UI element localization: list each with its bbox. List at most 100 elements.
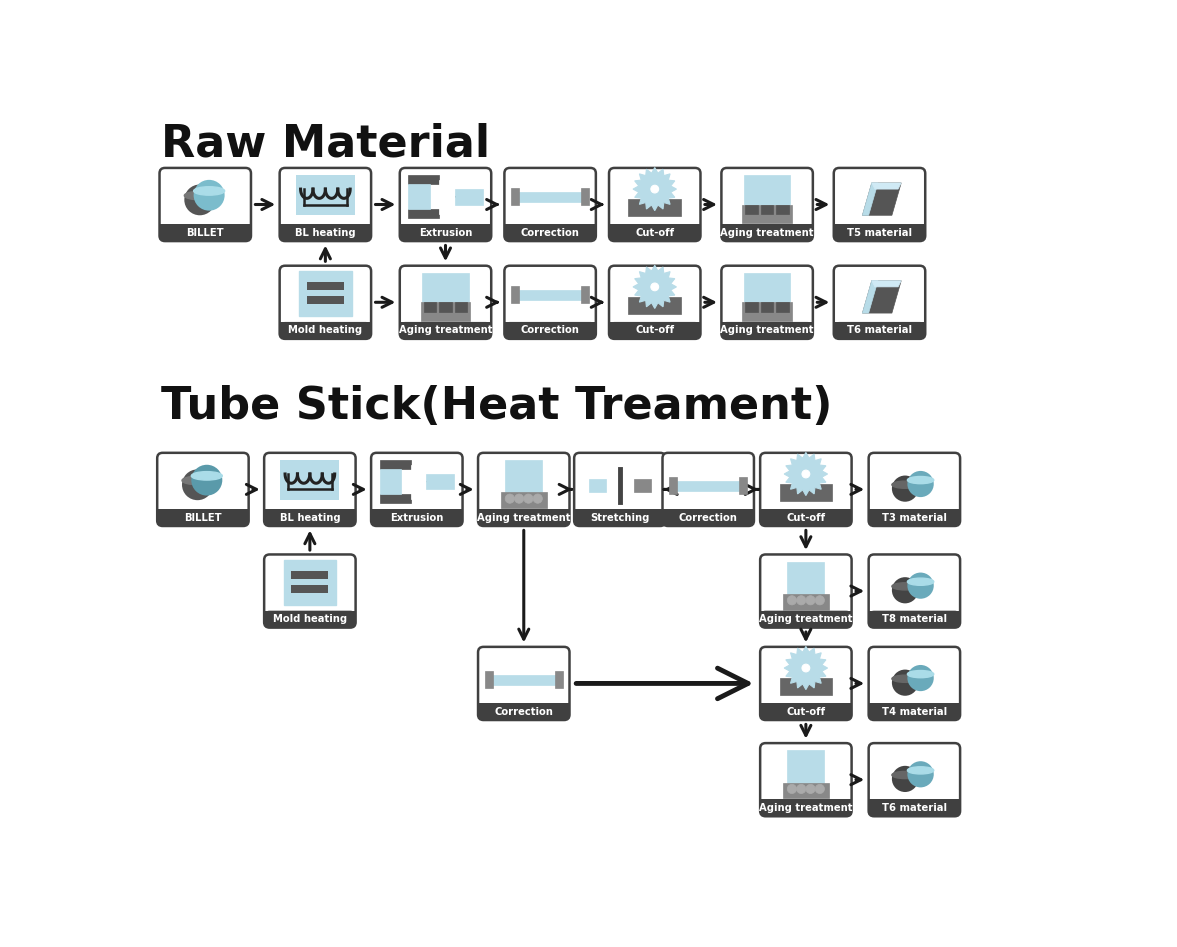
Text: Stretching: Stretching bbox=[590, 512, 650, 523]
Ellipse shape bbox=[892, 772, 918, 778]
FancyBboxPatch shape bbox=[833, 322, 925, 339]
Polygon shape bbox=[863, 183, 878, 215]
Text: T4 material: T4 material bbox=[882, 706, 947, 717]
Bar bbox=[380, 494, 411, 503]
Circle shape bbox=[787, 596, 797, 605]
Bar bbox=[760, 611, 851, 627]
Bar bbox=[760, 509, 851, 526]
Bar bbox=[291, 571, 328, 579]
Text: T6 material: T6 material bbox=[882, 803, 946, 813]
Bar bbox=[307, 282, 344, 290]
Bar bbox=[514, 192, 586, 203]
FancyBboxPatch shape bbox=[833, 224, 925, 241]
Circle shape bbox=[514, 494, 524, 503]
Bar bbox=[411, 465, 425, 499]
Bar bbox=[834, 322, 924, 338]
Circle shape bbox=[182, 470, 213, 500]
FancyBboxPatch shape bbox=[160, 168, 251, 241]
Ellipse shape bbox=[892, 675, 918, 683]
Text: T5 material: T5 material bbox=[847, 227, 912, 238]
FancyBboxPatch shape bbox=[663, 509, 754, 526]
Bar bbox=[160, 224, 251, 241]
FancyBboxPatch shape bbox=[371, 453, 463, 526]
Bar bbox=[870, 509, 959, 526]
Bar bbox=[280, 224, 371, 241]
Text: Aging treatment: Aging treatment bbox=[759, 615, 852, 624]
Bar bbox=[420, 302, 471, 321]
Bar bbox=[744, 273, 791, 302]
Bar bbox=[424, 302, 437, 312]
Bar bbox=[745, 205, 758, 214]
Bar bbox=[574, 509, 665, 526]
FancyBboxPatch shape bbox=[400, 224, 491, 241]
Bar bbox=[284, 561, 337, 605]
Ellipse shape bbox=[892, 481, 918, 489]
Bar bbox=[834, 224, 924, 241]
Text: Cut-off: Cut-off bbox=[786, 706, 825, 717]
Text: BL heating: BL heating bbox=[280, 512, 340, 523]
Bar bbox=[779, 678, 832, 695]
Bar bbox=[511, 286, 519, 303]
Bar bbox=[485, 671, 493, 688]
Bar bbox=[634, 479, 651, 491]
Ellipse shape bbox=[907, 767, 933, 774]
FancyBboxPatch shape bbox=[722, 266, 813, 339]
Bar bbox=[743, 302, 792, 321]
Ellipse shape bbox=[192, 472, 222, 480]
FancyBboxPatch shape bbox=[833, 168, 925, 241]
Circle shape bbox=[892, 475, 918, 502]
FancyBboxPatch shape bbox=[869, 509, 960, 526]
Circle shape bbox=[892, 766, 918, 792]
Bar bbox=[783, 783, 829, 798]
Text: Mold heating: Mold heating bbox=[288, 326, 363, 335]
Text: T6 material: T6 material bbox=[847, 326, 912, 335]
Circle shape bbox=[907, 471, 933, 497]
Bar bbox=[870, 703, 959, 719]
Circle shape bbox=[194, 180, 225, 210]
Polygon shape bbox=[863, 183, 902, 215]
Bar bbox=[307, 296, 344, 304]
Bar bbox=[743, 205, 792, 223]
Text: Tube Stick(Heat Treament): Tube Stick(Heat Treament) bbox=[161, 384, 832, 428]
Bar bbox=[610, 224, 699, 241]
Bar bbox=[610, 322, 699, 338]
FancyBboxPatch shape bbox=[760, 799, 852, 816]
Bar bbox=[408, 185, 430, 209]
Circle shape bbox=[892, 577, 918, 603]
Ellipse shape bbox=[907, 476, 933, 484]
Bar bbox=[870, 611, 959, 627]
FancyBboxPatch shape bbox=[760, 509, 852, 526]
FancyBboxPatch shape bbox=[400, 322, 491, 339]
Bar bbox=[454, 189, 483, 205]
Circle shape bbox=[797, 784, 806, 794]
Bar bbox=[265, 611, 354, 627]
Bar bbox=[870, 799, 959, 815]
Bar bbox=[787, 750, 824, 783]
Circle shape bbox=[533, 494, 543, 503]
Bar bbox=[408, 209, 439, 219]
FancyBboxPatch shape bbox=[609, 322, 700, 339]
Polygon shape bbox=[784, 647, 827, 689]
FancyBboxPatch shape bbox=[869, 703, 960, 720]
Text: Correction: Correction bbox=[520, 326, 579, 335]
Circle shape bbox=[802, 664, 810, 671]
FancyBboxPatch shape bbox=[158, 453, 248, 526]
Text: BILLET: BILLET bbox=[186, 227, 224, 238]
Text: Extrusion: Extrusion bbox=[419, 227, 472, 238]
Text: Correction: Correction bbox=[679, 512, 738, 523]
Bar bbox=[291, 585, 328, 593]
Bar bbox=[158, 509, 248, 526]
FancyBboxPatch shape bbox=[760, 611, 852, 628]
Bar bbox=[777, 205, 789, 214]
FancyBboxPatch shape bbox=[371, 509, 463, 526]
Circle shape bbox=[651, 283, 659, 291]
FancyBboxPatch shape bbox=[505, 266, 596, 339]
Polygon shape bbox=[784, 453, 827, 495]
Bar bbox=[629, 199, 681, 216]
Circle shape bbox=[806, 596, 816, 605]
Polygon shape bbox=[872, 280, 902, 287]
Bar bbox=[479, 703, 568, 719]
FancyBboxPatch shape bbox=[574, 453, 666, 526]
Circle shape bbox=[816, 596, 824, 605]
Polygon shape bbox=[863, 280, 878, 313]
